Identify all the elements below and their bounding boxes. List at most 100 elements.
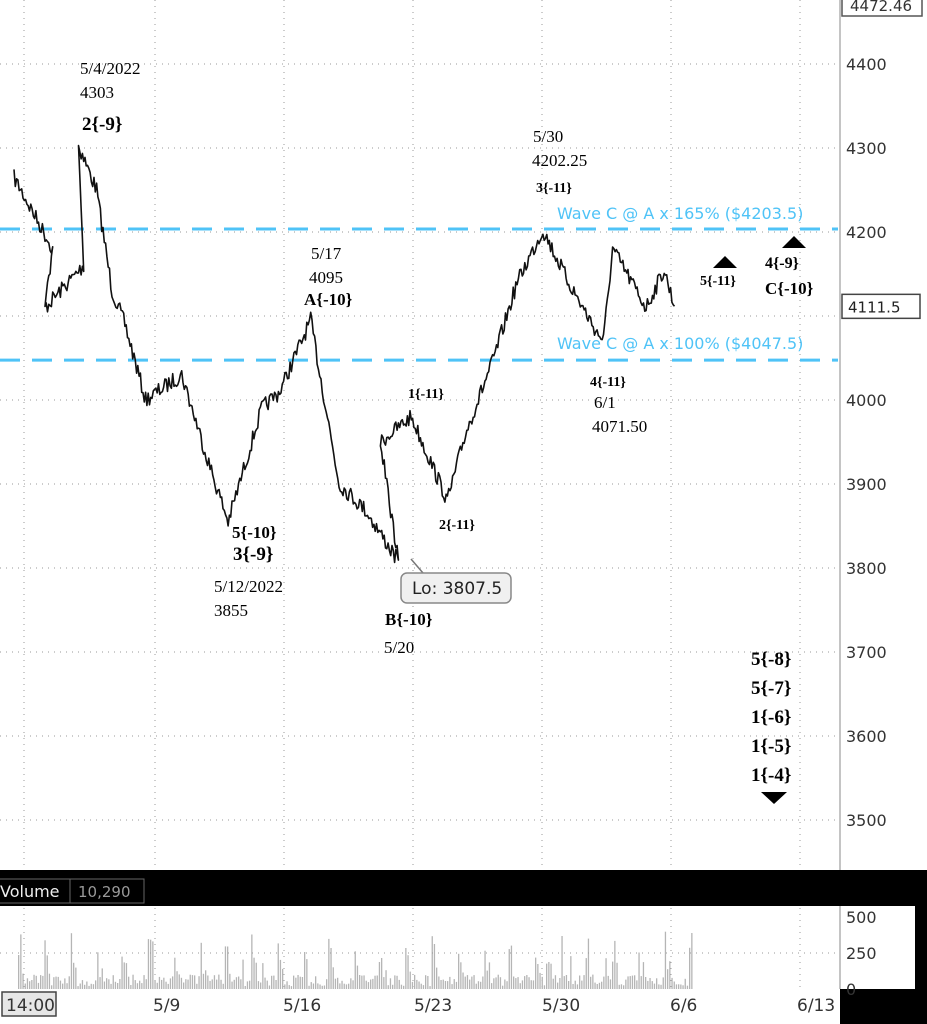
low-callout-text: Lo: 3807.5 [412,579,502,599]
date-tick-label: 6/6 [670,996,697,1016]
anno-price-4071: 4071.50 [592,417,647,436]
volume-bar [196,983,198,989]
volume-bar [73,962,75,989]
volume-bar [361,975,363,989]
volume-bar [64,978,66,989]
volume-bar [134,980,136,989]
volume-bar [548,962,550,989]
volume-bar [596,984,598,989]
volume-title: Volume [0,882,60,901]
volume-bar [246,981,249,989]
volume-bar [559,978,561,989]
volume-bar [178,974,180,989]
volume-bar [79,983,81,989]
volume-bar [163,977,165,989]
volume-bar [480,981,482,989]
price-line [13,144,676,564]
volume-bar [224,946,227,989]
volume-bar [161,979,163,989]
volume-bar [213,975,216,989]
top-value-label: 4472.46 [850,0,912,15]
date-tick-label: 5/16 [283,996,321,1016]
volume-bar [339,983,341,989]
volume-bar [84,984,86,989]
volume-bar [198,976,200,989]
volume-bar [394,975,396,989]
volume-value: 10,290 [78,883,131,901]
low-callout: Lo: 3807.5 [400,558,512,604]
volume-bar [405,948,407,989]
volume-bar [636,980,638,989]
anno-price-3855: 3855 [214,601,248,620]
volume-bar [440,980,442,989]
volume-bar [420,983,422,989]
grid-layer [0,0,838,988]
volume-bar [106,978,108,989]
volume-bar [603,976,605,989]
volume-bar [550,963,552,989]
volume-bar [172,976,174,989]
volume-bar [128,976,130,989]
wave-line-label-100: Wave C @ A x 100% ($4047.5) [557,334,803,353]
price-tick-label: 4400 [846,55,887,74]
volume-bar [532,980,535,989]
anno-stack-1-4: 1{-4} [751,765,791,786]
volume-bar [475,983,477,989]
volume-bar [18,955,20,989]
volume-bar [284,984,286,989]
volume-bar [429,986,431,989]
down-triangle-marker [761,792,787,804]
volume-bar [662,977,664,989]
volume-bar [330,948,332,989]
volume-bar [290,986,293,989]
anno-wave-3-9: 3{-9} [233,544,273,565]
volume-bar [48,973,51,989]
volume-bar [29,981,31,989]
volume-bar [308,985,310,989]
volume-bar [689,947,691,989]
volume-bar [55,976,57,989]
volume-bar [675,984,678,989]
volume-bar [262,963,264,989]
volume-bar [194,975,196,989]
up-triangle-marker-5-11 [713,256,737,268]
volume-bar [97,952,99,989]
volume-bar [464,976,466,989]
volume-bar [46,955,48,989]
volume-bar [607,975,609,989]
volume-bar [125,963,128,989]
volume-bar [343,983,345,989]
volume-bar [513,976,515,989]
volume-bar [35,975,37,989]
volume-bar [554,975,557,989]
price-tick-label: 4300 [846,139,887,158]
volume-bar [449,976,451,989]
volume-bar [427,976,429,989]
volume-bar [508,949,510,989]
volume-bar [295,977,297,989]
volume-bar [288,985,290,989]
volume-bar [486,970,488,989]
volume-bar [521,980,524,989]
volume-title-box [0,878,71,904]
volume-bar [592,974,594,989]
volume-bar [95,980,97,989]
volume-bar [273,975,275,989]
volume-bar [389,978,392,989]
volume-bar [634,975,636,989]
date-tick-label: 14:00 [6,996,55,1016]
volume-bar [301,977,304,989]
volume-bar [312,983,315,989]
volume-bar [81,980,84,989]
volume-bar [552,978,554,989]
volume-bar [629,976,631,989]
anno-wave-2-11: 2{-11} [439,518,475,533]
volume-bar [297,975,299,989]
volume-bar [334,978,337,989]
volume-bar [277,943,279,989]
volume-bar [495,977,497,989]
annotations: 5/4/2022 4303 2{-9} 5{-10} 3{-9} 5/12/20… [80,59,814,786]
anno-date-5-30: 5/30 [533,127,563,146]
volume-bar [438,976,440,989]
